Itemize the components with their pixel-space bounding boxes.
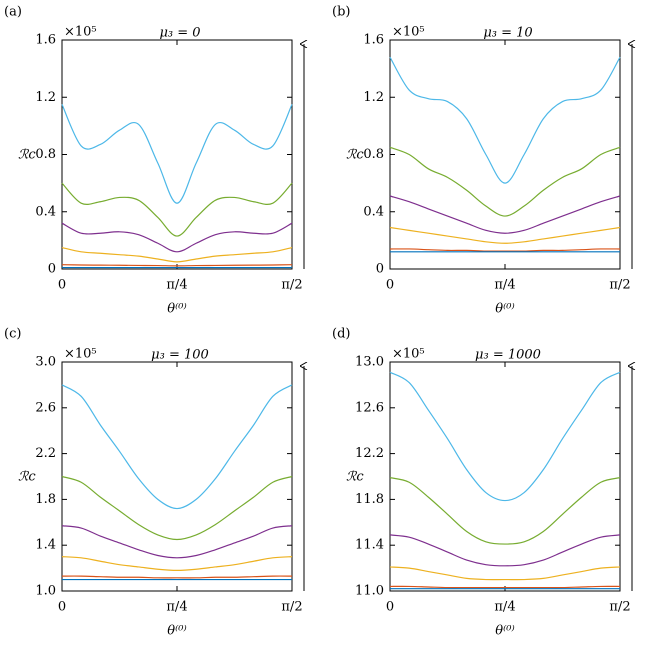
x-tick-label: 0 [58,278,66,293]
plot-frame [61,39,293,270]
x-tick-label: π/2 [281,600,302,615]
y-tick-label: 0.8 [35,147,56,162]
x-tick-label: π/4 [494,600,515,615]
x-axis-label: θ⁽⁰⁾ [167,624,186,639]
line-series [61,556,293,571]
line-series [389,477,621,545]
plot-frame [389,39,621,270]
line-series [389,585,621,589]
y-tick-label: 0 [376,262,384,277]
x-tick-label: 0 [386,278,394,293]
y-tick-label: 1.2 [363,90,384,105]
x-axis-label: θ⁽⁰⁾ [495,624,514,639]
y-tick-label: 1.6 [363,33,384,48]
multiplier: ×10⁵ [64,25,97,40]
x-tick-label: π/2 [281,278,302,293]
y-axis-label: ℛc [346,470,364,485]
panel-label: (d) [332,327,350,342]
y-axis-label: ℛc [346,148,364,163]
y-tick-label: 1.8 [35,492,56,507]
panel-label: (b) [332,5,350,20]
line-series [61,182,293,237]
line-series [61,246,293,263]
line-series [389,248,621,252]
x-tick-label: π/2 [609,600,630,615]
y-tick-label: 12.2 [355,446,384,461]
chart-title: μ₃ = 100 [151,348,209,363]
line-series [61,384,293,510]
plot-frame [389,361,621,592]
line-series [61,222,293,253]
panel-label: (c) [4,327,21,342]
y-tick-label: 0.4 [35,204,56,219]
x-axis-label: θ⁽⁰⁾ [167,302,186,317]
line-series [389,56,621,184]
chart-title: μ₃ = 0 [159,26,200,41]
x-tick-label: π/4 [166,278,187,293]
multiplier: ×10⁵ [392,25,425,40]
panel-label: (a) [4,5,22,20]
x-axis-label: θ⁽⁰⁾ [495,302,514,317]
multiplier: ×10⁵ [392,347,425,362]
line-series [61,575,293,579]
y-tick-label: 1.0 [35,584,56,599]
line-series [389,146,621,217]
line-series [389,534,621,567]
y-tick-label: 13.0 [355,355,384,370]
y-tick-label: 12.6 [355,400,384,415]
line-series [389,226,621,244]
x-tick-label: π/4 [494,278,515,293]
y-axis-label: ℛc [18,148,36,163]
y-tick-label: 0.8 [363,147,384,162]
line-series [61,525,293,559]
line-series [389,195,621,234]
y-tick-label: 1.2 [35,90,56,105]
y-tick-label: 11.0 [355,584,384,599]
y-axis-label: ℛc [18,470,36,485]
y-tick-label: 11.8 [355,492,384,507]
multiplier: ×10⁵ [64,347,97,362]
chart-title: μ₃ = 10 [483,26,532,41]
line-series [61,104,293,204]
y-tick-label: 0.4 [363,204,384,219]
y-tick-label: 0 [48,262,56,277]
line-series [61,264,293,267]
y-tick-label: 1.4 [35,538,56,553]
line-series [389,371,621,502]
plot-frame [61,361,293,592]
x-tick-label: π/4 [166,600,187,615]
x-tick-label: π/2 [609,278,630,293]
y-tick-label: 2.2 [35,446,56,461]
line-series [389,566,621,581]
y-tick-label: 3.0 [35,355,56,370]
y-tick-label: 1.6 [35,33,56,48]
chart-title: μ₃ = 1000 [475,348,541,363]
y-tick-label: 11.4 [355,538,384,553]
y-tick-label: 2.6 [35,400,56,415]
x-tick-label: 0 [386,600,394,615]
x-tick-label: 0 [58,600,66,615]
line-series [61,475,293,541]
